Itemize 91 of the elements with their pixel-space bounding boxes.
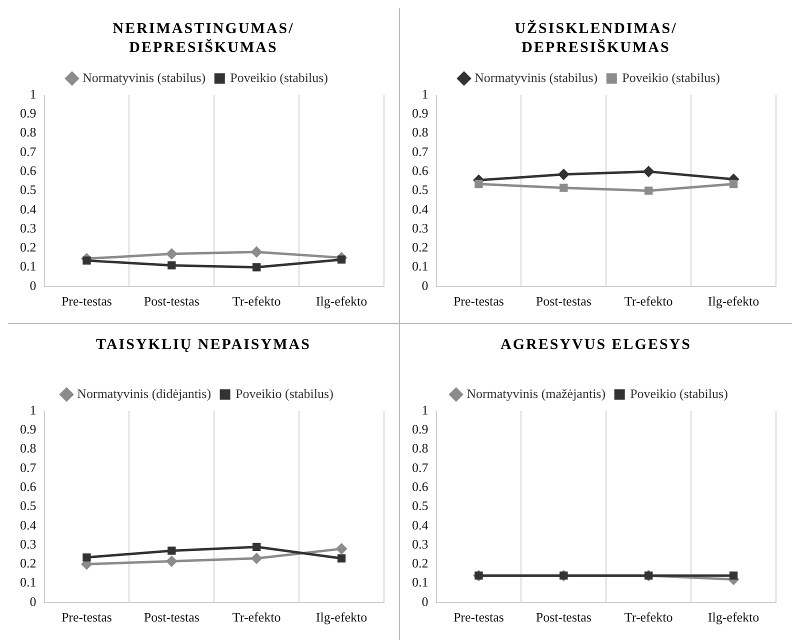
x-tick-label: Post-testas	[144, 610, 200, 625]
legend-label: Poveikio (stabilus)	[622, 70, 720, 85]
y-tick-label: 0.4	[412, 201, 429, 216]
point	[252, 542, 261, 551]
y-tick-label: 0.1	[412, 258, 428, 274]
point	[474, 180, 483, 188]
legend-label: Normatyvinis (didėjantis)	[77, 386, 212, 401]
y-tick-label: 1	[422, 86, 428, 102]
x-tick-label: Tr-efekto	[624, 294, 673, 309]
point	[558, 169, 569, 180]
x-tick-label: Pre-testas	[453, 294, 504, 309]
chart-title: NERIMASTINGUMAS/ DEPRESIŠKUMAS	[112, 20, 296, 58]
point	[337, 554, 346, 562]
x-tick-label: Pre-testas	[61, 294, 112, 309]
y-tick-label: 0	[30, 594, 36, 609]
y-tick-label: 0.1	[20, 574, 36, 590]
y-tick-label: 0.2	[412, 556, 428, 571]
y-tick-label: 0.7	[20, 460, 37, 475]
y-tick-label: 0.6	[412, 478, 429, 494]
y-tick-label: 0.5	[20, 498, 36, 514]
y-tick-label: 0.8	[412, 440, 428, 456]
y-tick-label: 0.6	[412, 162, 429, 178]
point	[82, 553, 91, 562]
y-tick-label: 0.2	[20, 556, 36, 571]
point	[168, 546, 176, 555]
point	[168, 261, 176, 270]
x-tick-label: Ilg-efekto	[316, 610, 368, 625]
x-tick-label: Pre-testas	[453, 610, 504, 625]
x-tick-label: Tr-efekto	[232, 294, 281, 309]
chart-title: UŽSISKLENDIMAS/ DEPRESIŠKUMAS	[514, 20, 678, 58]
legend-label: Poveikio (stabilus)	[630, 386, 728, 401]
x-tick-label: Ilg-efekto	[708, 610, 760, 625]
x-tick-label: Ilg-efekto	[708, 294, 760, 309]
y-tick-label: 0.3	[20, 220, 36, 236]
y-tick-label: 0	[30, 278, 36, 293]
legend-label: Poveikio (stabilus)	[230, 70, 328, 85]
y-tick-label: 0.8	[412, 124, 428, 140]
y-tick-label: 1	[422, 402, 428, 418]
y-tick-label: 0.4	[20, 517, 37, 532]
y-tick-label: 0.2	[412, 240, 428, 255]
point	[643, 166, 654, 177]
y-tick-label: 0.4	[20, 201, 37, 216]
x-tick-label: Post-testas	[144, 294, 200, 309]
y-tick-label: 1	[30, 402, 36, 418]
point	[337, 256, 346, 264]
y-tick-label: 1	[30, 86, 36, 102]
y-tick-label: 0.5	[20, 182, 36, 198]
point	[644, 186, 653, 195]
y-tick-label: 0.7	[20, 144, 37, 159]
y-tick-label: 0.9	[20, 422, 36, 437]
y-tick-label: 0.6	[20, 162, 37, 178]
y-tick-label: 0.5	[412, 498, 428, 514]
point	[166, 248, 177, 260]
y-tick-label: 0.6	[20, 478, 37, 494]
legend-label: Normatyvinis (stabilus)	[474, 70, 598, 85]
legend-label: Normatyvinis (mažėjantis)	[466, 386, 606, 401]
y-tick-label: 0.9	[412, 422, 428, 437]
y-tick-label: 0.2	[20, 240, 36, 255]
x-tick-label: Post-testas	[536, 294, 592, 309]
legend-label: Poveikio (stabilus)	[236, 386, 334, 401]
point	[166, 556, 177, 566]
point	[729, 180, 738, 188]
point	[336, 544, 347, 554]
y-tick-label: 0.9	[412, 106, 428, 121]
y-tick-label: 0.7	[412, 144, 429, 159]
y-tick-label: 0.7	[412, 460, 429, 475]
x-tick-label: Post-testas	[536, 610, 592, 625]
legend-label: Normatyvinis (stabilus)	[82, 70, 206, 85]
point	[82, 256, 91, 265]
y-tick-label: 0.8	[20, 124, 36, 140]
chart-title: AGRESYVUS ELGESYS	[500, 336, 692, 355]
y-tick-label: 0.3	[20, 536, 36, 552]
y-tick-label: 0	[422, 594, 428, 609]
point	[251, 553, 262, 564]
point	[560, 184, 568, 192]
point	[252, 263, 261, 272]
y-tick-label: 0.1	[20, 258, 36, 274]
x-tick-label: Tr-efekto	[624, 610, 673, 625]
point	[251, 246, 262, 258]
y-tick-label: 0.9	[20, 106, 36, 121]
y-tick-label: 0.5	[412, 182, 428, 198]
y-tick-label: 0	[422, 278, 428, 293]
x-tick-label: Tr-efekto	[232, 610, 281, 625]
x-tick-label: Ilg-efekto	[316, 294, 368, 309]
x-tick-label: Pre-testas	[61, 610, 112, 625]
y-tick-label: 0.8	[20, 440, 36, 456]
y-tick-label: 0.1	[412, 574, 428, 590]
chart-title: TAISYKLIŲ NEPAISYMAS	[95, 336, 312, 355]
y-tick-label: 0.4	[412, 517, 429, 532]
y-tick-label: 0.3	[412, 220, 428, 236]
y-tick-label: 0.3	[412, 536, 428, 552]
